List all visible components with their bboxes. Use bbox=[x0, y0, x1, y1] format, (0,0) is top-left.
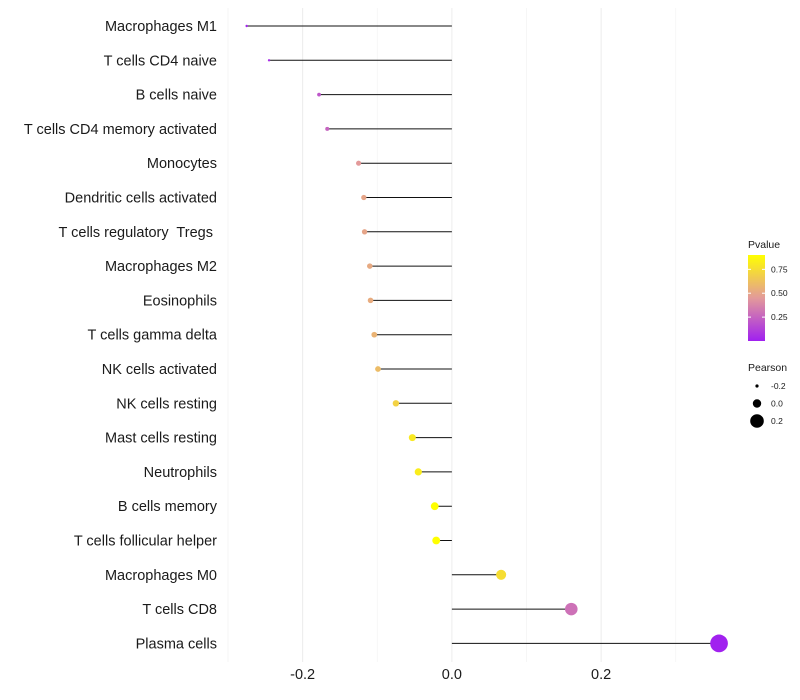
legend-pvalue-colorbar bbox=[748, 255, 765, 341]
stick-layer bbox=[246, 25, 720, 644]
lollipop-point bbox=[361, 194, 367, 201]
lollipop-point bbox=[361, 229, 368, 235]
y-tick-label: T cells CD8 bbox=[142, 602, 217, 618]
legend-pvalue-tick-label: 0.25 bbox=[771, 312, 788, 322]
legend-pearson-title: Pearson bbox=[748, 362, 787, 374]
y-tick-label: B cells memory bbox=[118, 499, 218, 515]
legend-pearson-label: 0.2 bbox=[771, 416, 783, 426]
lollipop-point bbox=[367, 263, 373, 269]
x-axis-labels: -0.2 0.0 0.2 bbox=[290, 667, 611, 683]
legend-pearson: Pearson -0.2 0.0 0.2 bbox=[748, 362, 787, 428]
legend-pearson-label: -0.2 bbox=[771, 381, 786, 391]
lollipop-point bbox=[710, 634, 728, 653]
y-axis-labels: Macrophages M1 T cells CD4 naive B cells n… bbox=[24, 19, 218, 652]
y-tick-label: Monocytes bbox=[147, 156, 217, 172]
legend-pearson-key bbox=[750, 414, 764, 428]
y-tick-label: Macrophages M2 bbox=[105, 259, 217, 275]
legend-pvalue-title: Pvalue bbox=[748, 239, 780, 251]
lollipop-point bbox=[375, 366, 381, 372]
lollipop-point bbox=[267, 59, 271, 62]
lollipop-point bbox=[356, 160, 362, 166]
lollipop-point bbox=[392, 400, 400, 407]
y-tick-label: Plasma cells bbox=[136, 636, 217, 652]
legend-pvalue-tick-label: 0.75 bbox=[771, 264, 788, 274]
y-tick-label: T cells CD4 memory activated bbox=[24, 122, 217, 138]
y-tick-label: T cells gamma delta bbox=[88, 328, 218, 344]
lollipop-point bbox=[325, 126, 330, 131]
lollipop-point bbox=[565, 602, 578, 616]
lollipop-point bbox=[408, 434, 416, 442]
lollipop-point bbox=[245, 24, 248, 28]
legend-pearson-key bbox=[752, 399, 762, 408]
y-tick-label: NK cells activated bbox=[102, 362, 217, 378]
x-tick-label: 0.0 bbox=[442, 667, 462, 683]
lollipop-point bbox=[367, 297, 374, 304]
lollipop-point bbox=[496, 569, 507, 580]
y-tick-label: T cells regulatory Tregs bbox=[59, 225, 218, 241]
x-tick-label: -0.2 bbox=[290, 667, 315, 683]
y-tick-label: Eosinophils bbox=[143, 293, 217, 309]
legend-pvalue-tick-label: 0.50 bbox=[771, 288, 788, 298]
lollipop-point bbox=[432, 536, 441, 545]
lollipop-point bbox=[414, 468, 422, 476]
point-layer bbox=[245, 24, 728, 653]
y-tick-label: Dendritic cells activated bbox=[65, 191, 217, 207]
y-tick-label: B cells naive bbox=[136, 88, 217, 104]
y-tick-label: Mast cells resting bbox=[105, 431, 217, 447]
y-tick-label: T cells follicular helper bbox=[74, 534, 217, 550]
y-tick-label: T cells CD4 naive bbox=[104, 53, 217, 69]
legend-pearson-label: 0.0 bbox=[771, 399, 783, 409]
lollipop-point bbox=[430, 502, 439, 511]
y-tick-label: Neutrophils bbox=[144, 465, 217, 481]
legend-pearson-key bbox=[755, 384, 759, 388]
lollipop-point bbox=[371, 331, 378, 338]
lollipop-point bbox=[317, 92, 321, 97]
y-tick-label: NK cells resting bbox=[116, 396, 217, 412]
y-tick-label: Macrophages M0 bbox=[105, 568, 217, 584]
y-tick-label: Macrophages M1 bbox=[105, 19, 217, 35]
x-tick-label: 0.2 bbox=[591, 667, 611, 683]
legend-pvalue: Pvalue 0.75 0.50 0.25 bbox=[748, 239, 788, 341]
